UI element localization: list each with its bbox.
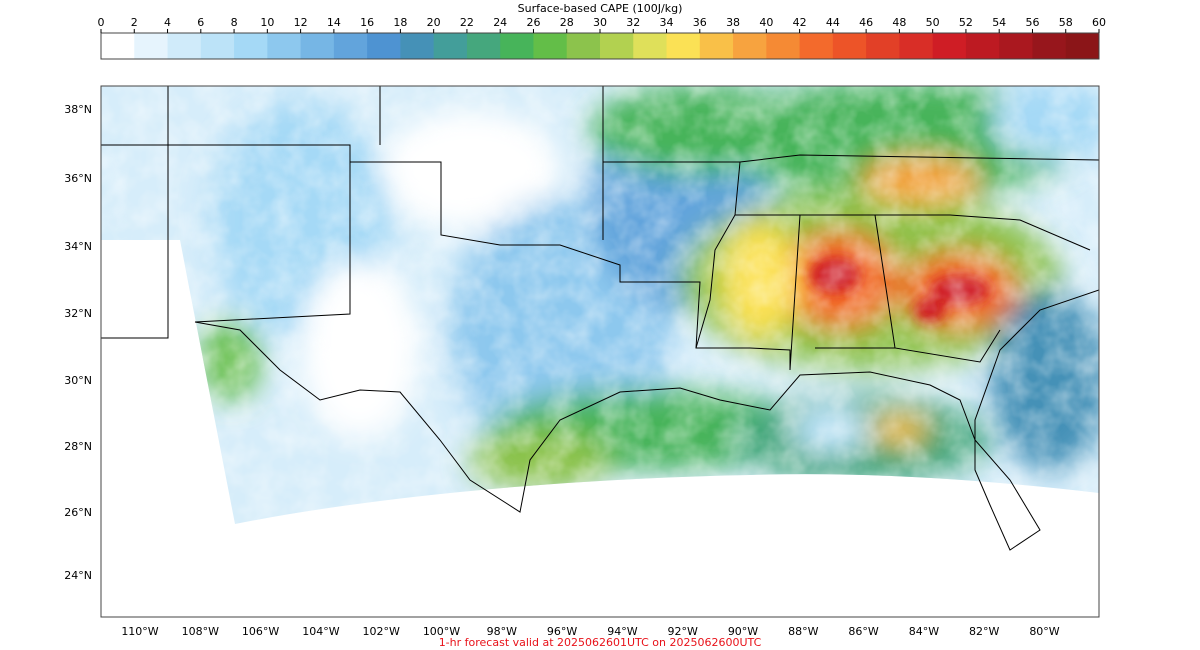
lon-label: 92°W	[668, 625, 698, 638]
colorbar-tick-label: 44	[826, 16, 840, 29]
colorbar-tick-label: 24	[493, 16, 507, 29]
colorbar-tick-label: 2	[131, 16, 138, 29]
colorbar-swatch	[633, 33, 668, 59]
lat-label: 34°N	[64, 240, 92, 253]
colorbar-tick-label: 26	[526, 16, 540, 29]
lat-label: 24°N	[64, 569, 92, 582]
colorbar-tick-label: 42	[793, 16, 807, 29]
colorbar-swatch	[466, 33, 501, 59]
colorbar-tick-label: 14	[327, 16, 341, 29]
lat-label: 38°N	[64, 103, 92, 116]
colorbar-tick-label: 10	[260, 16, 274, 29]
lon-label: 94°W	[607, 625, 637, 638]
colorbar-swatch	[500, 33, 534, 59]
colorbar-swatch	[832, 33, 867, 59]
colorbar-swatch	[733, 33, 767, 59]
colorbar-swatch	[167, 33, 202, 59]
colorbar-swatch	[200, 33, 235, 59]
lon-label: 88°W	[788, 625, 818, 638]
colorbar-tick-label: 12	[294, 16, 308, 29]
lon-label: 102°W	[363, 625, 400, 638]
lon-label: 86°W	[848, 625, 878, 638]
colorbar-swatch	[134, 33, 169, 59]
lon-label: 98°W	[487, 625, 517, 638]
lon-label: 108°W	[182, 625, 219, 638]
colorbar-tick-label: 20	[427, 16, 441, 29]
forecast-footer: 1-hr forecast valid at 2025062601UTC on …	[439, 636, 762, 649]
colorbar-swatch	[866, 33, 900, 59]
lon-label: 96°W	[547, 625, 577, 638]
axis-labels: 38°N 36°N 34°N 32°N 30°N 28°N 26°N 24°N 110°W 108…	[64, 103, 1060, 638]
cape-field	[101, 86, 1099, 524]
colorbar-swatch	[566, 33, 601, 59]
colorbar-swatch	[1032, 33, 1067, 59]
lat-label: 36°N	[64, 172, 92, 185]
colorbar-tick-label: 46	[859, 16, 873, 29]
colorbar-swatch	[333, 33, 368, 59]
colorbar-swatch	[300, 33, 335, 59]
colorbar-tick-label: 28	[560, 16, 574, 29]
colorbar-tick-label: 34	[660, 16, 674, 29]
lon-label: 110°W	[121, 625, 158, 638]
colorbar-swatch	[433, 33, 468, 59]
lon-label: 84°W	[909, 625, 939, 638]
colorbar-swatch	[600, 33, 634, 59]
lon-label: 106°W	[242, 625, 279, 638]
colorbar-swatch	[899, 33, 934, 59]
colorbar-tick-label: 56	[1025, 16, 1039, 29]
colorbar-tick-label: 38	[726, 16, 740, 29]
colorbar-tick-label: 8	[231, 16, 238, 29]
colorbar-swatch	[799, 33, 834, 59]
colorbar-swatch	[400, 33, 435, 59]
colorbar-swatch	[965, 33, 1000, 59]
colorbar-tick-label: 52	[959, 16, 973, 29]
lat-label: 30°N	[64, 374, 92, 387]
lat-label: 26°N	[64, 506, 92, 519]
colorbar-swatch	[699, 33, 734, 59]
colorbar-tick-label: 16	[360, 16, 374, 29]
lat-label: 32°N	[64, 307, 92, 320]
colorbar-tick-label: 6	[197, 16, 204, 29]
lon-label: 90°W	[728, 625, 758, 638]
map-frame	[100, 85, 1100, 618]
lon-label: 100°W	[423, 625, 460, 638]
colorbar-swatch	[101, 33, 135, 59]
colorbar-swatch	[766, 33, 801, 59]
colorbar-swatch	[666, 33, 701, 59]
colorbar-tick-label: 36	[693, 16, 707, 29]
colorbar-swatch	[234, 33, 268, 59]
colorbar-tick-label: 48	[892, 16, 906, 29]
colorbar-title: Surface-based CAPE (100J/kg)	[518, 2, 683, 15]
colorbar-tick-label: 22	[460, 16, 474, 29]
colorbar-swatch	[267, 33, 302, 59]
colorbar-swatch	[533, 33, 568, 59]
colorbar-tick-label: 40	[759, 16, 773, 29]
colorbar-swatch	[932, 33, 967, 59]
colorbar: 0 2 4 6 8 10 12 14 16 18 20 22 24 26 28 30 32 34 36 38 40 42 4…	[98, 16, 1106, 60]
colorbar-tick-label: 18	[393, 16, 407, 29]
colorbar-tick-label: 32	[626, 16, 640, 29]
colorbar-swatch	[367, 33, 401, 59]
colorbar-swatch	[1065, 33, 1100, 59]
boundaries	[101, 86, 1099, 551]
colorbar-tick-label: 54	[992, 16, 1006, 29]
colorbar-tick-label: 30	[593, 16, 607, 29]
colorbar-tick-label: 50	[926, 16, 940, 29]
lon-label: 104°W	[302, 625, 339, 638]
colorbar-tick-label: 60	[1092, 16, 1106, 29]
lon-label: 80°W	[1029, 625, 1059, 638]
colorbar-tick-label: 58	[1059, 16, 1073, 29]
colorbar-tick-label: 4	[164, 16, 171, 29]
lat-label: 28°N	[64, 440, 92, 453]
lon-label: 82°W	[969, 625, 999, 638]
colorbar-swatch	[999, 33, 1033, 59]
colorbar-tick-label: 0	[98, 16, 105, 29]
